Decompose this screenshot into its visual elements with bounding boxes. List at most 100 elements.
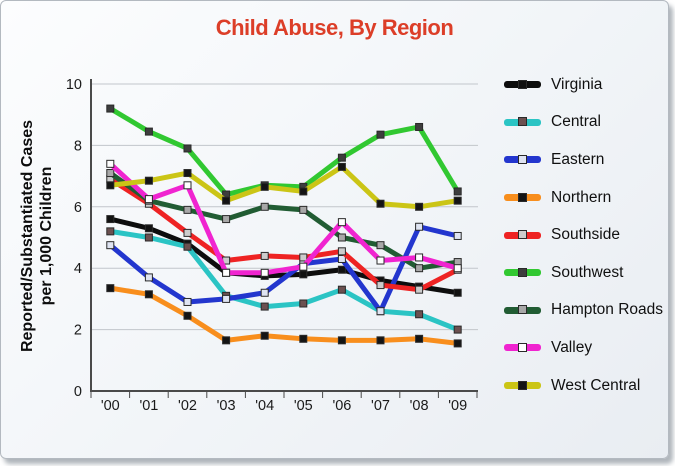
legend-swatch-northern [504,192,541,202]
series-marker-valley [453,264,462,273]
legend-swatch-hampton-roads [504,305,541,315]
legend-swatch-southwest [504,267,541,277]
series-marker-valley [106,159,115,168]
series-marker-central [106,227,115,236]
series-marker-west-central [337,162,346,171]
series-line-northern [109,285,458,346]
legend-marker-central [518,117,527,127]
series-marker-eastern [183,297,192,306]
legend-item-virginia: Virginia [504,66,669,104]
y-tick-label-10: 10 [66,77,82,93]
legend-swatch-central [504,117,541,127]
series-marker-hampton-roads [106,169,115,178]
series-line-southside [108,177,459,293]
legend-marker-virginia [518,79,527,89]
series-marker-west-central [183,169,192,178]
series-marker-valley [144,195,153,204]
series-marker-southwest [144,127,153,136]
x-tick-label--03: '03 [217,398,236,414]
series-marker-central [299,299,308,308]
legend-swatch-virginia [504,79,541,89]
series-marker-southside [183,228,192,237]
series-marker-valley [260,268,269,277]
series-marker-hampton-roads [415,264,424,273]
legend-marker-hampton-roads [518,305,527,315]
series-marker-hampton-roads [183,205,192,214]
y-tick-label-6: 6 [74,200,82,216]
legend: Virginia Central Eastern Northern Southside S… [504,66,669,404]
legend-label-northern: Northern [551,188,612,206]
series-marker-valley [415,253,424,262]
series-northern [106,284,462,348]
y-tick-label-4: 4 [74,261,82,277]
legend-marker-southwest [518,267,527,277]
series-marker-central [183,242,192,251]
series-marker-northern [453,339,462,348]
x-tick-label--05: '05 [294,398,313,414]
y-tick-label-0: 0 [74,384,82,400]
series-line-central [109,228,459,332]
legend-item-central: Central [504,104,669,142]
legend-item-southside: Southside [504,216,669,254]
legend-swatch-eastern [504,154,541,164]
series-valley [106,159,462,277]
x-tick-labels: '00 '01 '02 '03 '04 '05 '06 '07 '08 '09 [101,398,467,414]
series-marker-northern [376,336,385,345]
series-marker-west-central [222,196,231,205]
series-marker-eastern [415,222,424,231]
series-marker-southside [299,253,308,262]
series-marker-central [260,302,269,311]
series-marker-valley [183,181,192,190]
legend-item-eastern: Eastern [504,141,669,179]
series-marker-southwest [106,104,115,113]
series-marker-southside [260,251,269,260]
legend-marker-northern [518,192,527,202]
series-marker-eastern [260,288,269,297]
x-tick-label--02: '02 [178,398,197,414]
series-marker-eastern [453,231,462,240]
series-west-central [106,162,462,211]
series-marker-eastern [337,254,346,263]
chart-plot-area: 0 2 4 6 8 10 '00 '01 '02 '03 '04 '05 '06 '07 '08 '09 Rep… [1,1,670,460]
y-tick-label-8: 8 [74,138,82,154]
x-tick-label--07: '07 [371,398,390,414]
legend-swatch-valley [504,342,541,352]
series-marker-virginia [453,288,462,297]
y-axis-title: Reported/Substantiated Cases per 1,000 Ch… [19,120,55,352]
series-line-west-central [110,164,459,210]
series-marker-southwest [183,144,192,153]
series-marker-southside [376,281,385,290]
series-marker-eastern [106,241,115,250]
series-marker-northern [222,336,231,345]
series-marker-west-central [106,181,115,190]
x-tick-label--04: '04 [255,398,274,414]
legend-label-southwest: Southwest [551,263,624,281]
series-marker-northern [337,336,346,345]
legend-swatch-west-central [504,380,541,390]
series-marker-northern [299,334,308,343]
series-southside [106,175,462,294]
legend-label-central: Central [551,113,601,131]
chart-card: Child Abuse, By Region 0 2 4 6 8 10'00'01'02 '… [0,0,669,459]
series-marker-central [453,325,462,334]
series-marker-valley [337,218,346,227]
series-marker-hampton-roads [299,205,308,214]
series-line-eastern [108,224,459,314]
series-marker-west-central [376,199,385,208]
series-marker-southside [337,247,346,256]
series-marker-southwest [415,122,424,131]
y-axis-title-line: Reported/Substantiated Cases [19,120,36,352]
legend-label-west-central: West Central [551,376,641,394]
x-tick-label--09: '09 [448,398,467,414]
series-marker-valley [299,262,308,271]
y-axis-title-line: per 1,000 Children [38,167,55,306]
legend-marker-eastern [518,154,527,164]
series-marker-west-central [453,196,462,205]
legend-label-southside: Southside [551,226,620,244]
chart-title: Child Abuse, By Region [215,15,454,40]
series-marker-hampton-roads [376,241,385,250]
series-marker-eastern [222,294,231,303]
legend-label-virginia: Virginia [551,75,603,93]
legend-marker-valley [518,342,527,352]
